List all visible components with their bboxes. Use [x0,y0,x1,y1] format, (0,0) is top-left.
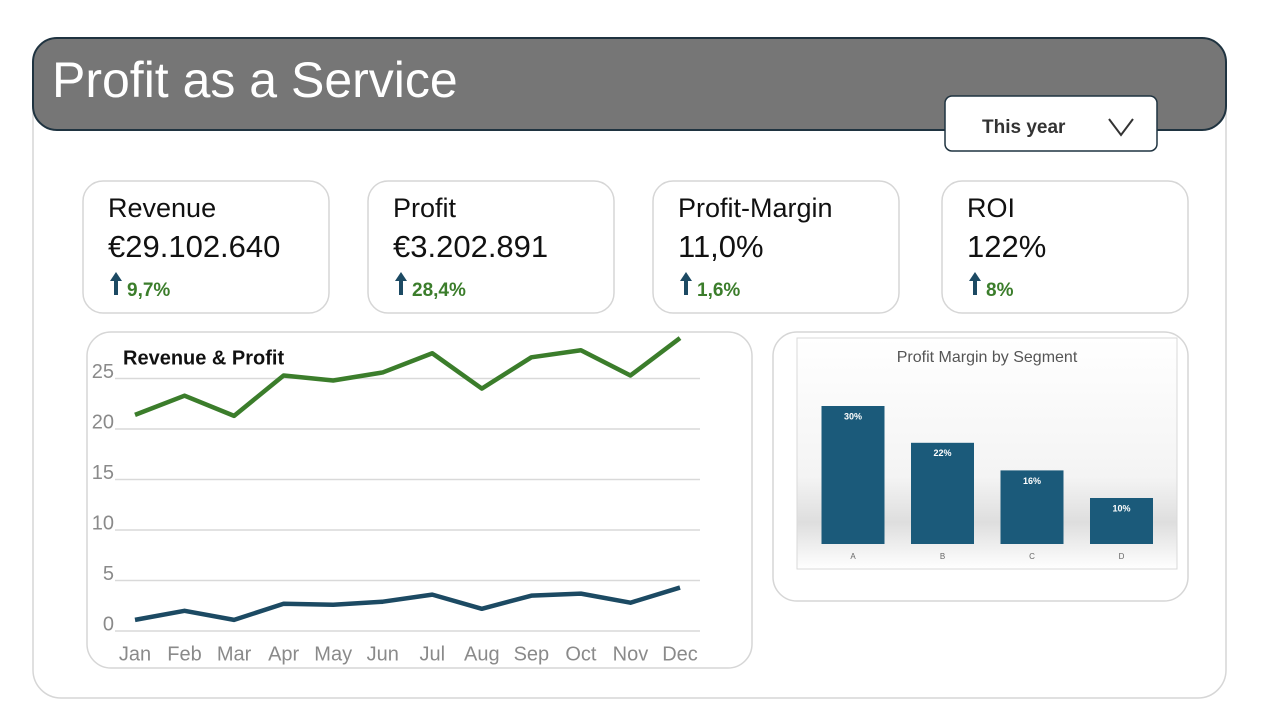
up-arrow [680,272,692,295]
up-arrow [110,272,122,295]
kpi-value: 11,0% [678,229,764,264]
kpi-label: ROI [967,193,1015,223]
dropdown-label[interactable]: This year [982,117,1066,138]
period-dropdown[interactable]: This year [944,95,1158,152]
kpi-card [941,180,1189,314]
y-tick-label: 15 [92,462,114,484]
kpi-label: Revenue [108,193,216,223]
x-tick-label: Dec [662,643,698,665]
kpi-change: 8% [986,280,1014,301]
kpi-card [652,180,900,314]
charts: 0 5 10 15 20 25 Jan Feb Mar Apr May Jun Jul Aug Sep Oct… [92,336,1153,665]
y-tick-label: 20 [92,411,114,433]
y-tick-label: 10 [92,512,114,534]
line-series [134,585,681,623]
kpi-card [82,180,330,314]
chevron[interactable] [1108,118,1134,137]
up-arrow [969,272,981,295]
chart-title: Profit Margin by Segment [897,349,1078,366]
kpi-value: €3.202.891 [393,229,548,264]
x-tick-label: Feb [167,643,201,665]
page-title: Profit as a Service [52,52,458,108]
x-tick-label: D [1119,552,1125,561]
x-tick-label: Jun [367,643,399,665]
kpi-value: 122% [967,229,1046,264]
x-tick-label: Sep [514,643,550,665]
up-arrow [395,272,407,295]
line-series [134,336,682,419]
x-tick-label: Apr [268,643,299,665]
kpi-label: Profit [393,193,457,223]
kpi-change: 1,6% [697,280,740,301]
bar [821,406,885,544]
bar-label: 10% [1112,503,1130,513]
bar [1000,470,1064,544]
x-tick-label: Jan [119,643,151,665]
bar-label: 22% [933,448,951,458]
chart-title: Revenue & Profit [123,347,284,369]
y-tick-label: 25 [92,361,114,383]
kpi-change: 9,7% [127,280,170,301]
x-tick-label: A [850,552,856,561]
x-tick-label: Mar [217,643,252,665]
line-card [86,331,753,669]
bar [1090,498,1153,544]
bar-label: 30% [844,411,862,421]
header-bar [32,37,1227,131]
y-tick-label: 0 [103,613,114,635]
y-tick-label: 5 [103,563,114,585]
x-tick-label: Jul [419,643,445,665]
x-tick-label: C [1029,552,1035,561]
bar-label: 16% [1023,476,1041,486]
dropdown-box[interactable] [944,95,1158,152]
x-tick-label: Nov [613,643,649,665]
bar [911,442,974,544]
kpi-row: Revenue €29.102.640 9,7% Profit €3.202.891 28… [82,180,1189,314]
kpi-value: €29.102.640 [108,229,280,264]
kpi-change: 28,4% [412,280,466,301]
x-tick-label: B [940,552,945,561]
kpi-label: Profit-Margin [678,193,833,223]
kpi-card [367,180,615,314]
x-tick-label: Oct [565,643,597,665]
x-tick-label: Aug [464,643,500,665]
x-tick-label: May [314,643,352,665]
